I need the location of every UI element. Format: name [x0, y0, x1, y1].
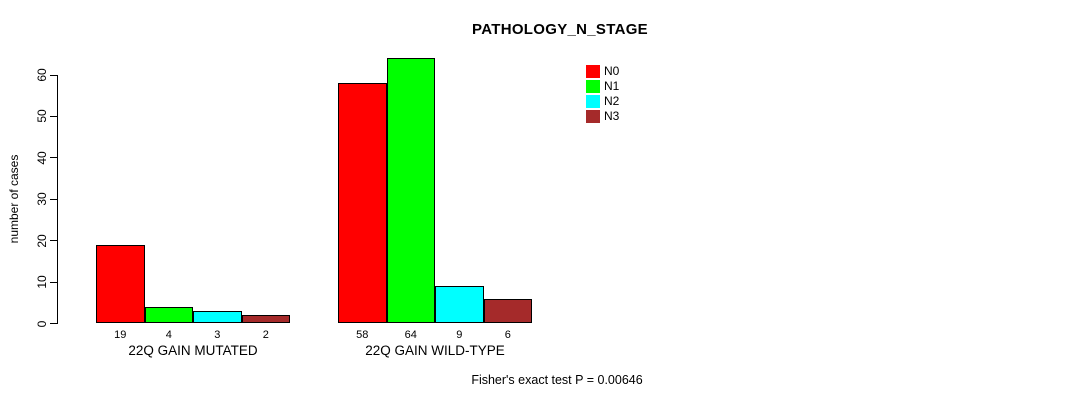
bar-value-label: 2	[262, 329, 269, 341]
footer-stat: Fisher's exact test P = 0.00646	[471, 373, 643, 387]
y-tick	[50, 157, 57, 159]
legend-label: N0	[604, 64, 620, 78]
y-tick	[50, 74, 57, 76]
y-tick	[50, 240, 57, 242]
y-tick	[50, 281, 57, 283]
y-axis-line	[57, 75, 58, 324]
y-tick-label: 20	[35, 233, 49, 248]
y-tick-label: 40	[35, 151, 49, 165]
bar-value-label: 9	[456, 329, 463, 341]
legend: N0 N1 N2 N3	[586, 64, 619, 124]
legend-item-n2: N2	[586, 94, 619, 109]
legend-label: N1	[604, 79, 620, 93]
y-tick	[50, 115, 57, 117]
y-tick-label: 0	[35, 320, 49, 327]
y-tick-label: 10	[35, 275, 49, 289]
legend-swatch	[586, 95, 600, 108]
bar-value-label: 4	[165, 329, 172, 341]
legend-label: N3	[604, 109, 620, 123]
category-label: 22Q GAIN WILD-TYPE	[365, 343, 505, 358]
bar-n0-group2	[338, 83, 387, 324]
bar-value-label: 19	[114, 329, 127, 341]
bar-n2-group2	[435, 286, 484, 324]
y-tick	[50, 198, 57, 200]
bar-value-label: 64	[404, 329, 417, 341]
bar-value-label: 6	[504, 329, 511, 341]
legend-item-n0: N0	[586, 64, 619, 79]
bar-n3-group1	[241, 315, 290, 324]
bar-n1-group2	[386, 58, 435, 324]
bar-n0-group1	[96, 244, 145, 324]
y-tick-label: 60	[35, 68, 49, 82]
legend-item-n1: N1	[586, 79, 619, 94]
bar-n1-group1	[144, 306, 193, 324]
legend-label: N2	[604, 94, 620, 108]
legend-swatch	[586, 110, 600, 123]
bar-n2-group1	[193, 311, 242, 324]
bar-value-label: 3	[214, 329, 221, 341]
legend-swatch	[586, 65, 600, 78]
y-tick	[50, 323, 57, 324]
legend-item-n3: N3	[586, 109, 619, 124]
bar-value-label: 58	[356, 329, 369, 341]
y-tick-label: 30	[35, 192, 49, 206]
y-axis-label: number of cases	[7, 154, 21, 244]
legend-swatch	[586, 80, 600, 93]
chart-title: PATHOLOGY_N_STAGE	[472, 21, 648, 38]
bar-n3-group2	[483, 298, 532, 324]
y-tick-label: 50	[35, 109, 49, 124]
category-label: 22Q GAIN MUTATED	[128, 343, 258, 358]
